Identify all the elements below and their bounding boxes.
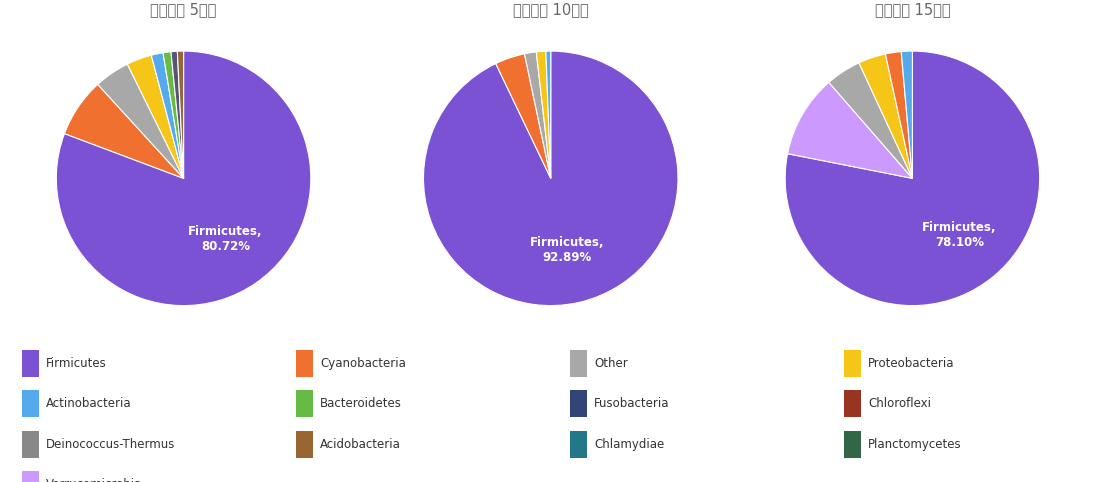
FancyBboxPatch shape xyxy=(296,431,313,458)
FancyBboxPatch shape xyxy=(570,350,587,377)
Wedge shape xyxy=(886,52,912,178)
Text: Other: Other xyxy=(594,357,628,370)
Text: Proteobacteria: Proteobacteria xyxy=(868,357,955,370)
Text: Acidobacteria: Acidobacteria xyxy=(320,438,401,451)
Wedge shape xyxy=(901,51,913,178)
FancyBboxPatch shape xyxy=(844,431,861,458)
Wedge shape xyxy=(546,51,551,178)
Text: Verrucomicrobia: Verrucomicrobia xyxy=(46,478,142,482)
Text: Firmicutes,
92.89%: Firmicutes, 92.89% xyxy=(529,236,604,264)
FancyBboxPatch shape xyxy=(22,471,39,482)
FancyBboxPatch shape xyxy=(844,350,861,377)
Text: Chloroflexi: Chloroflexi xyxy=(868,397,931,410)
Wedge shape xyxy=(788,82,912,178)
Text: Cyanobacteria: Cyanobacteria xyxy=(320,357,406,370)
FancyBboxPatch shape xyxy=(296,390,313,417)
Wedge shape xyxy=(829,63,912,178)
Text: Deinococcus-Thermus: Deinococcus-Thermus xyxy=(46,438,175,451)
Wedge shape xyxy=(525,52,550,178)
Title: 찹쌀약주 5일차: 찹쌀약주 5일차 xyxy=(150,2,217,17)
Text: Fusobacteria: Fusobacteria xyxy=(594,397,670,410)
Text: Firmicutes,
80.72%: Firmicutes, 80.72% xyxy=(189,225,263,253)
Wedge shape xyxy=(151,53,184,178)
Text: Firmicutes: Firmicutes xyxy=(46,357,106,370)
Title: 찹쌀약주 10일차: 찹쌀약주 10일차 xyxy=(513,2,589,17)
Wedge shape xyxy=(859,54,912,178)
Text: Planctomycetes: Planctomycetes xyxy=(868,438,961,451)
FancyBboxPatch shape xyxy=(844,390,861,417)
FancyBboxPatch shape xyxy=(296,350,313,377)
Wedge shape xyxy=(178,51,184,178)
FancyBboxPatch shape xyxy=(22,431,39,458)
Wedge shape xyxy=(56,51,311,306)
Wedge shape xyxy=(98,64,184,178)
Wedge shape xyxy=(495,54,550,178)
FancyBboxPatch shape xyxy=(22,350,39,377)
Text: Firmicutes,
78.10%: Firmicutes, 78.10% xyxy=(922,221,996,249)
Wedge shape xyxy=(171,51,184,178)
FancyBboxPatch shape xyxy=(570,431,587,458)
Text: Bacteroidetes: Bacteroidetes xyxy=(320,397,402,410)
Wedge shape xyxy=(785,51,1040,306)
Wedge shape xyxy=(423,51,678,306)
Wedge shape xyxy=(127,55,184,178)
FancyBboxPatch shape xyxy=(570,390,587,417)
Wedge shape xyxy=(65,84,184,178)
FancyBboxPatch shape xyxy=(22,390,39,417)
Text: Actinobacteria: Actinobacteria xyxy=(46,397,132,410)
Wedge shape xyxy=(536,51,550,178)
Text: Chlamydiae: Chlamydiae xyxy=(594,438,664,451)
Wedge shape xyxy=(163,52,184,178)
Title: 찹쌀약주 15일차: 찹쌀약주 15일차 xyxy=(875,2,950,17)
